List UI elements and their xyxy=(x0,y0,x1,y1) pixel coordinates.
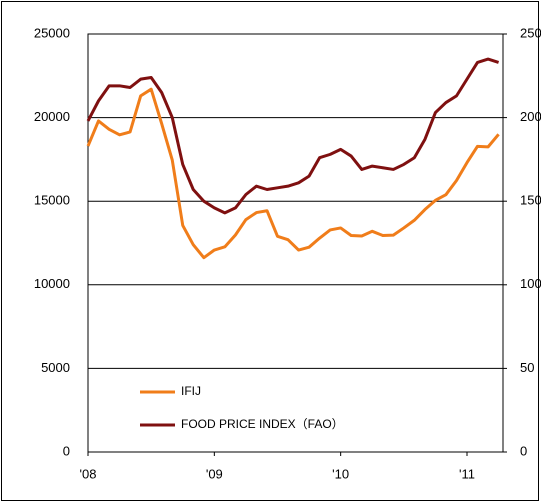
y-tick-label: 0 xyxy=(63,443,70,458)
series-line xyxy=(86,57,500,215)
grid xyxy=(88,33,503,453)
x-tick-label: '09 xyxy=(206,466,223,481)
series-line xyxy=(86,87,500,260)
y-tick-label: 20000 xyxy=(34,109,70,124)
legend-label: IFIJ xyxy=(181,384,201,398)
y2-tick-label: 250 xyxy=(520,25,541,40)
plot-area xyxy=(87,33,504,453)
y-tick-label: 25000 xyxy=(34,25,70,40)
y2-tick-label: 200 xyxy=(520,109,541,124)
y-tick-label: 5000 xyxy=(41,360,70,375)
x-tick-label: '08 xyxy=(80,466,97,481)
y2-tick-label: 100 xyxy=(520,276,541,291)
legend-label: FOOD PRICE INDEX（FAO） xyxy=(181,417,344,431)
y-tick-label: 15000 xyxy=(34,193,70,208)
y-tick-label: 10000 xyxy=(34,276,70,291)
y2-tick-label: 0 xyxy=(520,443,527,458)
x-tick-label: '11 xyxy=(459,466,475,481)
legend: IFIJ FOOD PRICE INDEX（FAO） xyxy=(140,384,344,431)
y2-tick-label: 150 xyxy=(520,193,541,208)
lines xyxy=(86,57,500,260)
y2-tick-label: 50 xyxy=(520,360,534,375)
x-tick-label: '10 xyxy=(332,466,349,481)
